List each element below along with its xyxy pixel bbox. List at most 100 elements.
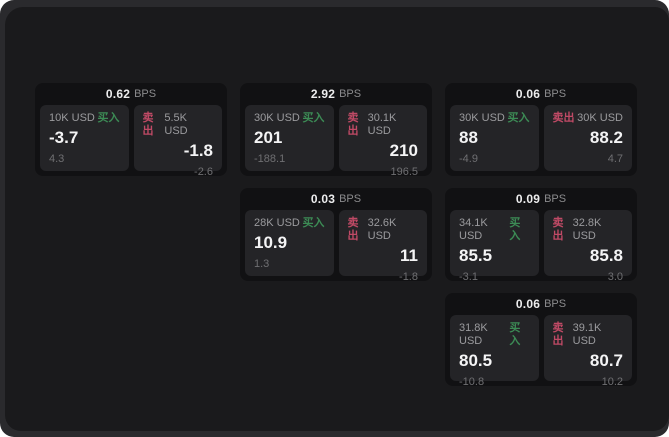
buy-delta: -4.9 <box>459 153 478 165</box>
buy-label: 买入 <box>509 217 521 242</box>
bps-header: 0.06 BPS <box>445 293 637 315</box>
sell-panel-top: 卖出 30K USD <box>553 112 624 125</box>
buy-label: 买入 <box>302 112 325 124</box>
bps-value: 0.62 <box>105 87 131 101</box>
buy-notional: 10K USD <box>49 112 95 124</box>
sell-delta: -1.8 <box>399 271 418 283</box>
quote-card: 2.92 BPS 30K USD 买入 201 -188.1 卖出 30.1K … <box>240 83 432 178</box>
sell-panel-top: 卖出 30.1K USD <box>348 112 419 138</box>
buy-price: 85.5 <box>459 246 493 265</box>
bps-header: 0.03 BPS <box>240 188 432 210</box>
buy-panel[interactable]: 10K USD 买入 -3.7 4.3 <box>40 105 129 171</box>
buy-panel-top: 31.8K USD 买入 <box>459 322 530 348</box>
buy-price: 10.9 <box>254 233 288 252</box>
sell-delta: 196.5 <box>390 166 418 178</box>
buy-notional: 30K USD <box>254 112 300 124</box>
bps-value: 2.92 <box>310 87 336 101</box>
bps-unit-label: BPS <box>544 298 567 310</box>
buy-notional: 30K USD <box>459 112 505 124</box>
buy-panel-top: 30K USD 买入 <box>459 112 530 125</box>
sell-label: 卖出 <box>552 217 564 242</box>
card-panels: 34.1K USD 买入 85.5 -3.1 卖出 32.8K USD 85.8… <box>445 210 637 283</box>
buy-panel[interactable]: 31.8K USD 买入 80.5 -10.8 <box>450 315 539 388</box>
sell-label: 卖出 <box>552 322 564 347</box>
sell-price: 85.8 <box>589 246 623 265</box>
sell-notional: 32.8K USD <box>572 217 602 242</box>
buy-panel[interactable]: 30K USD 买入 88 -4.9 <box>450 105 539 171</box>
bps-header: 0.62 BPS <box>35 83 227 105</box>
sell-panel[interactable]: 卖出 30K USD 88.2 4.7 <box>543 105 632 171</box>
sell-panel[interactable]: 卖出 39.1K USD 80.7 10.2 <box>543 315 632 388</box>
sell-label: 卖出 <box>142 112 154 137</box>
bps-value: 0.09 <box>515 192 541 206</box>
buy-delta: -3.1 <box>459 271 478 283</box>
buy-label: 买入 <box>507 112 530 124</box>
bps-header: 0.06 BPS <box>445 83 637 105</box>
buy-delta: -10.8 <box>459 376 485 388</box>
sell-panel-top: 卖出 39.1K USD <box>553 322 624 348</box>
bps-unit-label: BPS <box>134 88 157 100</box>
quote-card: 0.06 BPS 31.8K USD 买入 80.5 -10.8 卖出 39.1… <box>445 293 637 388</box>
buy-notional: 31.8K USD <box>459 322 488 347</box>
buy-panel-top: 10K USD 买入 <box>49 112 120 125</box>
quote-card: 0.62 BPS 10K USD 买入 -3.7 4.3 卖出 5.5K USD… <box>35 83 227 178</box>
bps-unit-label: BPS <box>544 193 567 205</box>
buy-price: 201 <box>254 128 283 147</box>
bps-value: 0.03 <box>310 192 336 206</box>
bps-header: 0.09 BPS <box>445 188 637 210</box>
sell-price: 11 <box>400 246 418 265</box>
sell-delta: 4.7 <box>607 153 623 165</box>
buy-panel[interactable]: 34.1K USD 买入 85.5 -3.1 <box>450 210 539 283</box>
sell-notional: 5.5K USD <box>164 112 188 137</box>
bps-unit-label: BPS <box>544 88 567 100</box>
card-panels: 10K USD 买入 -3.7 4.3 卖出 5.5K USD -1.8 -2.… <box>35 105 227 178</box>
quote-card: 0.06 BPS 30K USD 买入 88 -4.9 卖出 30K USD 8… <box>445 83 637 176</box>
sell-price: 88.2 <box>589 128 623 147</box>
sell-panel-top: 卖出 5.5K USD <box>143 112 214 138</box>
buy-delta: -188.1 <box>254 153 286 165</box>
buy-panel[interactable]: 28K USD 买入 10.9 1.3 <box>245 210 334 276</box>
sell-label: 卖出 <box>347 217 359 242</box>
sell-delta: -2.6 <box>194 166 213 178</box>
sell-delta: 3.0 <box>607 271 623 283</box>
buy-label: 买入 <box>509 322 521 347</box>
bps-value: 0.06 <box>515 87 541 101</box>
card-panels: 31.8K USD 买入 80.5 -10.8 卖出 39.1K USD 80.… <box>445 315 637 388</box>
sell-panel[interactable]: 卖出 32.6K USD 11 -1.8 <box>338 210 427 283</box>
buy-notional: 34.1K USD <box>459 217 488 242</box>
buy-price: -3.7 <box>49 128 79 147</box>
card-panels: 30K USD 买入 88 -4.9 卖出 30K USD 88.2 4.7 <box>445 105 637 176</box>
sell-panel[interactable]: 卖出 30.1K USD 210 196.5 <box>338 105 427 178</box>
buy-label: 买入 <box>97 112 120 124</box>
sell-notional: 30K USD <box>577 112 623 124</box>
buy-label: 买入 <box>302 217 325 229</box>
card-panels: 28K USD 买入 10.9 1.3 卖出 32.6K USD 11 -1.8 <box>240 210 432 283</box>
sell-notional: 30.1K USD <box>367 112 397 137</box>
sell-panel-top: 卖出 32.6K USD <box>348 217 419 243</box>
sell-label: 卖出 <box>552 112 575 124</box>
sell-price: -1.8 <box>183 141 213 160</box>
buy-notional: 28K USD <box>254 217 300 229</box>
sell-delta: 10.2 <box>601 376 623 388</box>
buy-price: 88 <box>459 128 478 147</box>
buy-delta: 1.3 <box>254 258 270 270</box>
buy-panel-top: 28K USD 买入 <box>254 217 325 230</box>
bps-unit-label: BPS <box>339 88 362 100</box>
sell-notional: 32.6K USD <box>367 217 397 242</box>
buy-panel[interactable]: 30K USD 买入 201 -188.1 <box>245 105 334 171</box>
sell-panel[interactable]: 卖出 5.5K USD -1.8 -2.6 <box>133 105 222 178</box>
sell-panel-top: 卖出 32.8K USD <box>553 217 624 243</box>
buy-panel-top: 34.1K USD 买入 <box>459 217 530 243</box>
buy-panel-top: 30K USD 买入 <box>254 112 325 125</box>
bps-value: 0.06 <box>515 297 541 311</box>
buy-delta: 4.3 <box>49 153 65 165</box>
sell-notional: 39.1K USD <box>572 322 602 347</box>
quote-card: 0.03 BPS 28K USD 买入 10.9 1.3 卖出 32.6K US… <box>240 188 432 283</box>
bps-unit-label: BPS <box>339 193 362 205</box>
sell-price: 80.7 <box>589 351 623 370</box>
quote-card: 0.09 BPS 34.1K USD 买入 85.5 -3.1 卖出 32.8K… <box>445 188 637 283</box>
sell-panel[interactable]: 卖出 32.8K USD 85.8 3.0 <box>543 210 632 283</box>
sell-price: 210 <box>389 141 418 160</box>
bps-header: 2.92 BPS <box>240 83 432 105</box>
